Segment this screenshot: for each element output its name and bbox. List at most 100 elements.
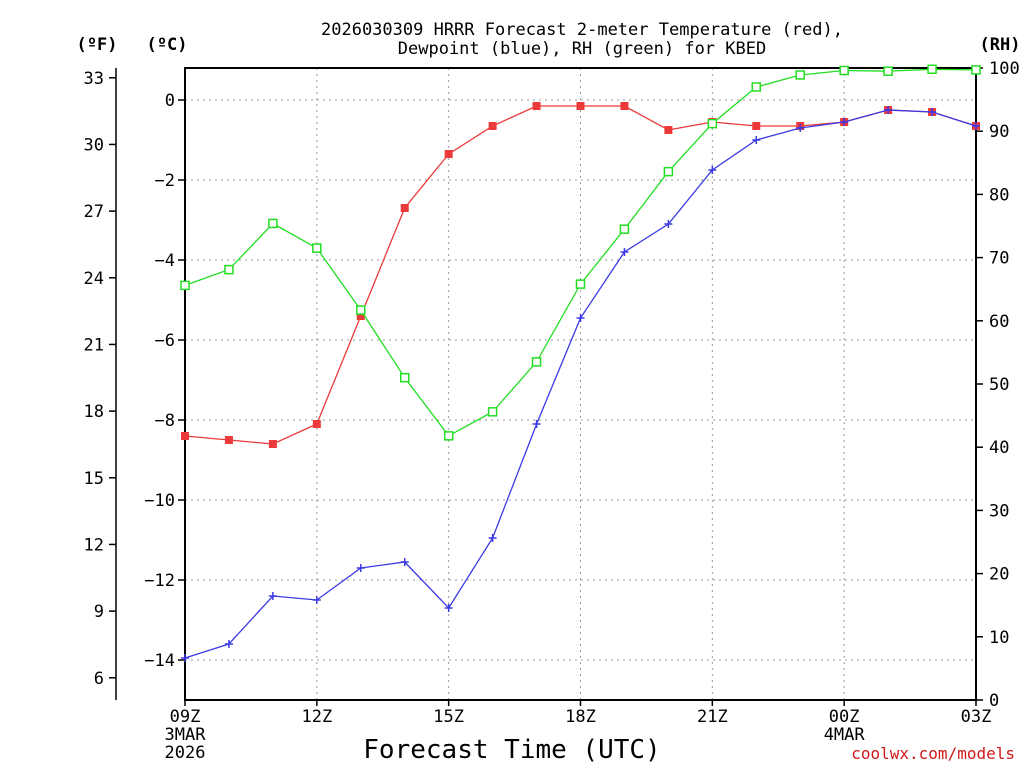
temperature-point <box>532 102 541 110</box>
temperature-point <box>752 122 761 130</box>
rh-point <box>663 166 674 177</box>
dewpoint-point <box>444 604 453 612</box>
rh-tick-label: 20 <box>989 565 1009 585</box>
celsius-tick-label: −10 <box>144 491 175 511</box>
rh-point <box>971 65 981 75</box>
celsius-tick-label: −2 <box>155 171 175 191</box>
temperature-point <box>356 312 365 320</box>
rh-tick-label: 30 <box>989 501 1009 521</box>
temperature-point <box>444 150 453 158</box>
dewpoint-point <box>928 108 937 116</box>
x-tick-year: 2026 <box>165 743 206 763</box>
dewpoint-point <box>532 420 541 428</box>
rh-point <box>224 264 234 275</box>
x-tick-label: 21Z <box>697 707 728 727</box>
rh-point <box>575 279 586 289</box>
x-tick-label: 03Z <box>961 707 992 727</box>
rh-point <box>795 70 805 80</box>
rh-point <box>531 357 542 367</box>
rh-point <box>883 66 893 76</box>
rh-point <box>927 64 937 75</box>
rh-point <box>399 372 410 383</box>
x-axis-label: Forecast Time (UTC) <box>363 735 660 765</box>
x-tick-label: 12Z <box>301 707 332 727</box>
dewpoint-point <box>576 314 585 322</box>
dewpoint-line <box>184 109 977 659</box>
dewpoint-point <box>224 640 233 648</box>
temperature-point <box>620 102 629 110</box>
x-tick-label: 18Z <box>565 707 596 727</box>
fahrenheit-tick-label: 21 <box>84 335 104 355</box>
plot-frame <box>184 67 977 701</box>
x-tick-label: 00Z <box>829 707 860 727</box>
dewpoint-point <box>181 654 189 662</box>
fahrenheit-tick-label: 15 <box>84 469 104 489</box>
fahrenheit-tick-label: 30 <box>84 135 104 155</box>
dewpoint-point <box>488 534 497 542</box>
rh-point <box>268 218 278 229</box>
dewpoint-point <box>664 220 673 228</box>
temperature-point <box>224 436 233 444</box>
rh-tick-label: 60 <box>989 312 1009 332</box>
temperature-point <box>576 102 585 110</box>
fahrenheit-tick-label: 33 <box>84 69 104 89</box>
fahrenheit-tick-label: 6 <box>94 669 104 689</box>
celsius-tick-label: 0 <box>165 91 175 111</box>
celsius-tick-label: −12 <box>144 571 175 591</box>
dewpoint-point <box>884 106 893 114</box>
rh-tick-label: 0 <box>989 691 999 711</box>
dewpoint-point <box>356 564 365 572</box>
rh-point <box>751 82 762 92</box>
rh-tick-label: 50 <box>989 375 1009 395</box>
dewpoint-point <box>312 596 321 604</box>
temperature-point <box>488 122 497 130</box>
gridlines <box>185 68 976 700</box>
x-tick-date: 3MAR <box>165 725 207 745</box>
fahrenheit-unit-label: (ºF) <box>77 35 118 55</box>
fahrenheit-tick-label: 24 <box>84 269 104 289</box>
temperature-point <box>312 420 321 428</box>
x-tick-label: 09Z <box>170 707 201 727</box>
rh-tick-label: 40 <box>989 438 1009 458</box>
celsius-tick-label: −6 <box>155 331 175 351</box>
rh-point <box>443 431 454 441</box>
rh-point <box>487 407 498 417</box>
temperature-point <box>181 432 189 440</box>
rh-point <box>619 224 630 234</box>
dewpoint-point <box>840 118 849 126</box>
rh-point <box>312 243 322 253</box>
axes <box>115 67 977 701</box>
dewpoint-point <box>620 248 629 256</box>
dewpoint-point <box>400 558 409 566</box>
rh-tick-label: 10 <box>989 628 1009 648</box>
temperature-point <box>664 126 673 134</box>
temperature-point <box>268 440 277 448</box>
chart-title-line2: Dewpoint (blue), RH (green) for KBED <box>398 39 766 59</box>
axis-ticks: 0−2−4−6−8−10−12−143330272421181512961009… <box>84 59 1020 763</box>
rh-unit-label: (RH) <box>980 35 1021 55</box>
celsius-tick-label: −8 <box>155 411 175 431</box>
credit-text: coolwx.com/models <box>851 744 1015 763</box>
rh-tick-label: 70 <box>989 249 1009 269</box>
x-tick-label: 15Z <box>433 707 464 727</box>
celsius-unit-label: (ºC) <box>147 35 188 55</box>
rh-tick-label: 90 <box>989 122 1009 142</box>
fahrenheit-tick-label: 9 <box>94 602 104 622</box>
dewpoint-point <box>972 122 980 130</box>
rh-point <box>180 280 190 291</box>
dewpoint-point <box>268 592 277 600</box>
rh-tick-label: 80 <box>989 185 1009 205</box>
fahrenheit-tick-label: 27 <box>84 202 104 222</box>
rh-point <box>839 65 849 76</box>
x-tick-date: 4MAR <box>824 725 866 745</box>
rh-point <box>356 305 366 315</box>
dewpoint-point <box>796 124 805 132</box>
fahrenheit-tick-label: 12 <box>84 535 104 555</box>
fahrenheit-tick-label: 18 <box>84 402 104 422</box>
celsius-tick-label: −4 <box>155 251 175 271</box>
rh-tick-label: 100 <box>989 59 1020 79</box>
celsius-tick-label: −14 <box>144 651 175 671</box>
data-series <box>180 64 981 662</box>
dewpoint-point <box>752 136 761 144</box>
